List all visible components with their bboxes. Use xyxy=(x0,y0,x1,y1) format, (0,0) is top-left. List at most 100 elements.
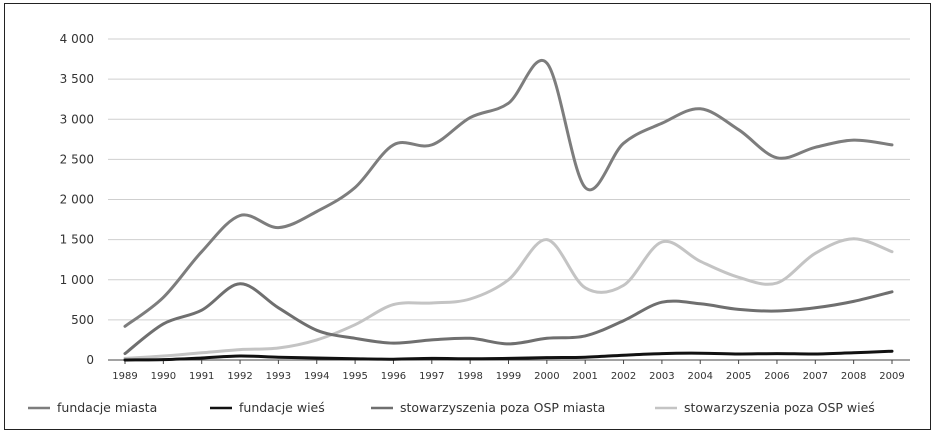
data-point xyxy=(814,307,816,309)
data-point xyxy=(776,282,778,284)
data-point xyxy=(124,325,126,327)
data-point xyxy=(392,303,394,305)
data-point xyxy=(392,342,394,344)
data-point xyxy=(622,142,624,144)
data-point xyxy=(316,329,318,331)
data-point xyxy=(546,356,548,358)
data-point xyxy=(316,357,318,359)
data-point xyxy=(814,252,816,254)
data-point xyxy=(431,357,433,359)
y-tick-label: 1 500 xyxy=(60,233,94,247)
data-point xyxy=(891,350,893,352)
data-point xyxy=(392,144,394,146)
data-point xyxy=(852,139,854,141)
data-point xyxy=(162,355,164,357)
legend-label: stowarzyszenia poza OSP miasta xyxy=(400,400,605,415)
data-point xyxy=(469,298,471,300)
x-tick-label: 2007 xyxy=(803,371,828,382)
data-point xyxy=(776,157,778,159)
data-point xyxy=(546,62,548,64)
data-point xyxy=(661,241,663,243)
x-tick-label: 1994 xyxy=(304,371,329,382)
data-point xyxy=(737,308,739,310)
series-line-fundacje-miasta xyxy=(123,59,894,328)
data-point xyxy=(431,302,433,304)
data-point xyxy=(507,357,509,359)
data-point xyxy=(469,358,471,360)
data-point xyxy=(699,108,701,110)
legend: fundacje miasta fundacje wieś stowarzyszen… xyxy=(28,400,875,415)
data-point xyxy=(201,357,203,359)
data-point xyxy=(277,307,279,309)
data-point xyxy=(469,337,471,339)
data-point xyxy=(891,144,893,146)
data-point xyxy=(584,186,586,188)
y-tick-label: 2 000 xyxy=(60,193,94,207)
data-point xyxy=(776,310,778,312)
data-point xyxy=(277,226,279,228)
x-tick-label: 2001 xyxy=(572,371,597,382)
data-point xyxy=(737,128,739,130)
y-tick-label: 3 500 xyxy=(60,72,94,86)
data-point xyxy=(891,291,893,293)
data-point xyxy=(239,283,241,285)
data-point xyxy=(737,353,739,355)
data-point xyxy=(661,122,663,124)
data-point xyxy=(622,284,624,286)
y-axis-ticks: 0 500 1 000 1 500 2 000 2 500 3 000 3 500 4 000 xyxy=(60,32,94,367)
x-tick-label: 2004 xyxy=(688,371,713,382)
x-tick-label: 1990 xyxy=(151,371,176,382)
data-point xyxy=(507,343,509,345)
series-line-fundacje-wies xyxy=(123,349,894,362)
y-tick-label: 1 000 xyxy=(60,273,94,287)
x-tick-label: 2000 xyxy=(534,371,559,382)
data-point xyxy=(507,102,509,104)
x-tick-label: 1991 xyxy=(189,371,214,382)
legend-label: stowarzyszenia poza OSP wieś xyxy=(684,400,875,415)
data-point xyxy=(239,355,241,357)
data-point xyxy=(392,358,394,360)
data-point xyxy=(354,337,356,339)
data-point xyxy=(584,287,586,289)
x-tick-label: 1998 xyxy=(457,371,482,382)
x-tick-label: 2008 xyxy=(841,371,866,382)
data-point xyxy=(891,250,893,252)
data-point xyxy=(776,352,778,354)
data-point xyxy=(354,358,356,360)
data-point xyxy=(124,359,126,361)
x-tick-label: 1997 xyxy=(419,371,444,382)
data-point xyxy=(814,353,816,355)
legend-label: fundacje miasta xyxy=(57,400,157,415)
data-point xyxy=(239,214,241,216)
legend-label: fundacje wieś xyxy=(239,400,325,415)
data-point xyxy=(699,352,701,354)
data-point xyxy=(124,352,126,354)
data-point xyxy=(814,146,816,148)
data-point xyxy=(852,352,854,354)
x-tick-label: 1993 xyxy=(266,371,291,382)
data-point xyxy=(162,296,164,298)
x-axis-ticks: 1989 1990 1991 1992 1993 1994 1995 1996 1997 1998… xyxy=(112,360,905,382)
data-point xyxy=(354,323,356,325)
series-lines xyxy=(123,59,894,362)
y-tick-label: 3 000 xyxy=(60,112,94,126)
data-point xyxy=(201,309,203,311)
series-line-stowarzyszenia-miasta xyxy=(123,282,894,356)
data-point xyxy=(316,339,318,341)
x-tick-label: 1996 xyxy=(381,371,406,382)
data-point xyxy=(622,354,624,356)
x-tick-label: 2009 xyxy=(879,371,904,382)
data-point xyxy=(661,352,663,354)
data-point xyxy=(584,356,586,358)
data-point xyxy=(201,352,203,354)
data-point xyxy=(469,116,471,118)
data-point xyxy=(699,303,701,305)
data-point xyxy=(316,210,318,212)
data-point xyxy=(239,348,241,350)
data-point xyxy=(661,301,663,303)
data-point xyxy=(277,347,279,349)
series-line-stowarzyszenia-wies xyxy=(123,237,894,360)
x-tick-label: 2006 xyxy=(764,371,789,382)
data-point xyxy=(737,276,739,278)
